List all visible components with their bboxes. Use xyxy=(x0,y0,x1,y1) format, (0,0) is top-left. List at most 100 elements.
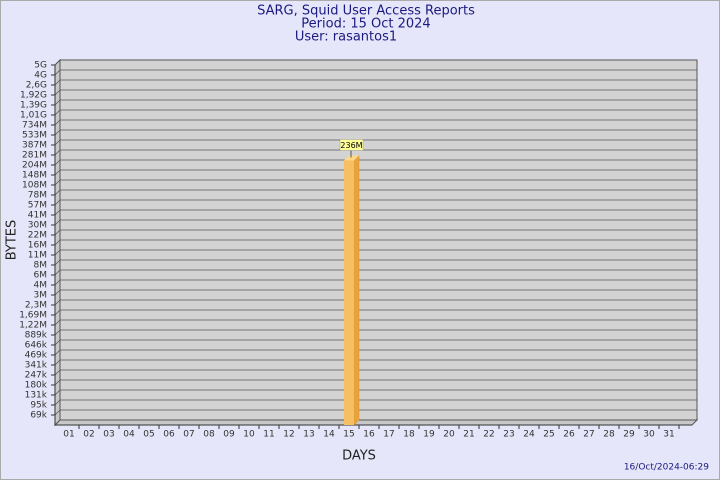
y-tick-label: 2,3M xyxy=(25,301,47,311)
grid-line-side xyxy=(54,199,61,206)
y-tick-label: 8M xyxy=(34,261,48,271)
x-tick-label: 17 xyxy=(383,430,394,440)
x-tick-label: 15 xyxy=(343,430,354,440)
grid-line-side xyxy=(54,389,61,396)
data-label: 236M xyxy=(340,141,362,150)
grid-line-side xyxy=(54,209,61,216)
y-tick-label: 4M xyxy=(34,281,48,291)
x-tick-label: 11 xyxy=(263,430,274,440)
y-tick-label: 533M xyxy=(22,131,47,141)
y-tick-label: 108M xyxy=(22,181,47,191)
y-tick-label: 30M xyxy=(28,221,47,231)
y-tick-label: 57M xyxy=(28,201,47,211)
grid-line-side xyxy=(54,379,61,386)
grid-line-side xyxy=(54,59,61,66)
bar xyxy=(344,160,354,426)
x-tick-label: 30 xyxy=(643,430,655,440)
x-tick-label: 24 xyxy=(523,430,535,440)
x-tick-label: 03 xyxy=(103,430,114,440)
y-tick-label: 148M xyxy=(22,171,47,181)
grid-line-side xyxy=(54,259,61,266)
grid-line-side xyxy=(54,239,61,246)
grid-line-side xyxy=(54,109,61,116)
grid-line-side xyxy=(54,159,61,166)
y-tick-label: 6M xyxy=(34,271,48,281)
x-tick-label: 18 xyxy=(403,430,415,440)
y-tick-label: 131k xyxy=(25,391,48,401)
grid-line-side xyxy=(54,179,61,186)
grid-line-side xyxy=(54,279,61,286)
y-tick-label: 95k xyxy=(30,401,47,411)
grid-line-side xyxy=(54,409,61,416)
grid-line-side xyxy=(54,169,61,176)
y-tick-label: 2,6G xyxy=(26,81,47,91)
grid-line-side xyxy=(54,309,61,316)
y-axis-label: BYTES xyxy=(5,220,20,261)
x-tick-label: 20 xyxy=(443,430,455,440)
y-tick-label: 69k xyxy=(30,411,47,421)
y-tick-label: 5G xyxy=(34,61,47,71)
grid-line-side xyxy=(54,229,61,236)
timestamp: 16/Oct/2024-06:29 xyxy=(624,463,709,473)
x-tick-label: 25 xyxy=(543,430,554,440)
y-tick-label: 247k xyxy=(25,371,48,381)
y-tick-label: 341k xyxy=(25,361,48,371)
grid-line-side xyxy=(54,79,61,86)
y-tick-label: 1,69M xyxy=(19,311,47,321)
x-tick-label: 13 xyxy=(303,430,314,440)
y-tick-label: 387M xyxy=(22,141,47,151)
grid-line-side xyxy=(54,129,61,136)
grid-line-side xyxy=(54,149,61,156)
y-tick-label: 1,22M xyxy=(19,321,47,331)
x-tick-label: 16 xyxy=(363,430,375,440)
grid-line-side xyxy=(54,219,61,226)
grid-line-side xyxy=(54,99,61,106)
x-tick-label: 26 xyxy=(563,430,575,440)
y-tick-label: 3M xyxy=(34,291,48,301)
bar-side xyxy=(353,154,360,426)
grid-line-side xyxy=(54,89,61,96)
grid-line-side xyxy=(54,269,61,276)
x-tick-label: 23 xyxy=(503,430,514,440)
grid-line-side xyxy=(54,119,61,126)
x-tick-label: 22 xyxy=(483,430,494,440)
x-tick-label: 21 xyxy=(463,430,474,440)
grid-line-side xyxy=(54,69,61,76)
x-tick-label: 05 xyxy=(143,430,154,440)
grid-line-side xyxy=(54,139,61,146)
x-tick-label: 14 xyxy=(323,430,335,440)
x-tick-label: 04 xyxy=(123,430,135,440)
y-tick-label: 1,01G xyxy=(20,111,47,121)
y-tick-label: 22M xyxy=(28,231,47,241)
chart-title: SARG, Squid User Access Reports xyxy=(257,4,475,19)
plot-floor xyxy=(53,419,699,426)
x-tick-label: 07 xyxy=(183,430,194,440)
y-tick-label: 204M xyxy=(22,161,47,171)
bar-top xyxy=(344,155,359,161)
x-tick-label: 28 xyxy=(603,430,615,440)
grid-line-side xyxy=(54,399,61,406)
y-tick-label: 734M xyxy=(22,121,47,131)
chart-subtitle: Period: 15 Oct 2024 xyxy=(301,17,430,32)
grid-line-side xyxy=(54,189,61,196)
grid-line-side xyxy=(54,319,61,326)
y-tick-label: 16M xyxy=(28,241,47,251)
x-tick-label: 27 xyxy=(583,430,594,440)
grid-line-side xyxy=(54,339,61,346)
grid-line-side xyxy=(54,289,61,296)
x-tick-label: 06 xyxy=(163,430,175,440)
y-tick-label: 4G xyxy=(34,71,47,81)
grid-line-side xyxy=(54,359,61,366)
grid-line-side xyxy=(54,299,61,306)
x-axis-label: DAYS xyxy=(342,449,376,464)
chart-user: User: rasantos1 xyxy=(295,30,397,45)
y-tick-label: 1,92G xyxy=(20,91,47,101)
label-box xyxy=(339,139,364,151)
x-tick-label: 01 xyxy=(63,430,74,440)
grid-line-side xyxy=(54,249,61,256)
x-tick-label: 02 xyxy=(83,430,94,440)
y-tick-label: 889k xyxy=(25,331,48,341)
grid-line-side xyxy=(54,329,61,336)
x-tick-label: 12 xyxy=(283,430,294,440)
